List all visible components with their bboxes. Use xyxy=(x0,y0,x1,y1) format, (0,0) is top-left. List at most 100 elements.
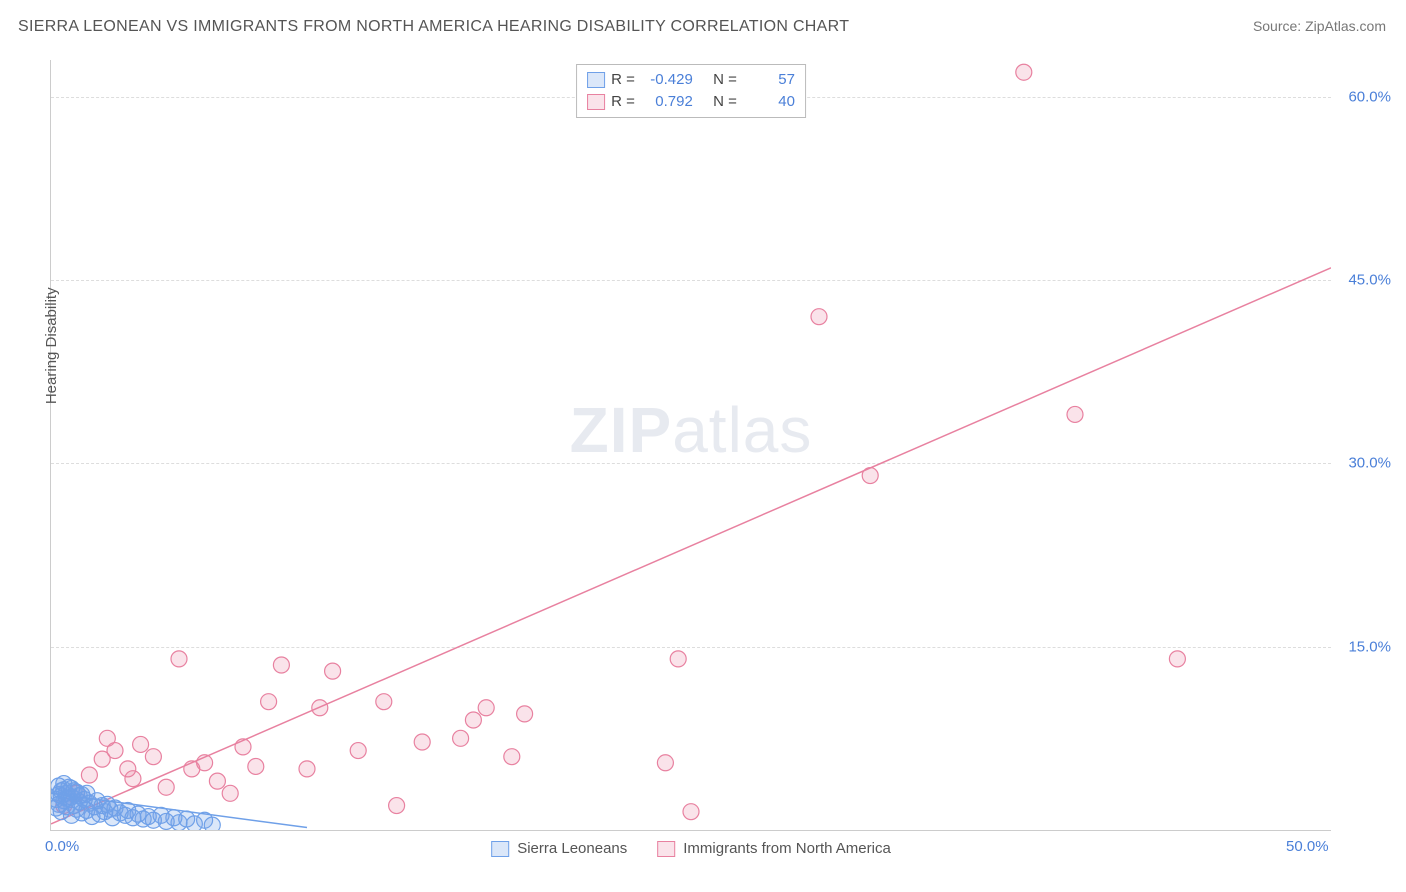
chart-title: SIERRA LEONEAN VS IMMIGRANTS FROM NORTH … xyxy=(18,18,849,36)
data-point xyxy=(133,736,149,752)
data-point xyxy=(184,761,200,777)
watermark-atlas: atlas xyxy=(672,394,812,466)
data-point xyxy=(145,812,161,828)
gridline xyxy=(51,280,1331,281)
data-point xyxy=(69,784,85,800)
data-point xyxy=(414,734,430,750)
n-label-2: N = xyxy=(713,91,737,113)
stats-row-2: R = 0.792 N = 40 xyxy=(587,91,795,113)
gridline xyxy=(51,647,1331,648)
r-value-1: -0.429 xyxy=(641,69,693,91)
data-point xyxy=(120,802,136,818)
n-label-1: N = xyxy=(713,69,737,91)
data-point xyxy=(104,810,120,826)
data-point xyxy=(453,730,469,746)
data-point xyxy=(69,801,85,817)
data-point xyxy=(53,804,69,820)
r-label-2: R = xyxy=(611,91,635,113)
data-point xyxy=(465,712,481,728)
data-point xyxy=(350,743,366,759)
data-point xyxy=(79,785,95,801)
data-point xyxy=(135,811,151,827)
x-tick-label: 0.0% xyxy=(45,838,79,855)
gridline xyxy=(51,463,1331,464)
data-point xyxy=(66,798,82,814)
r-value-2: 0.792 xyxy=(641,91,693,113)
data-point xyxy=(117,807,133,823)
data-point xyxy=(153,807,169,823)
data-point xyxy=(186,816,202,830)
data-point xyxy=(51,796,67,812)
data-point xyxy=(51,800,64,816)
data-point xyxy=(79,802,95,818)
data-point xyxy=(312,700,328,716)
n-value-1: 57 xyxy=(743,69,795,91)
y-axis-label: Hearing Disability xyxy=(43,287,60,404)
data-point xyxy=(158,813,174,829)
chart-svg xyxy=(51,60,1331,830)
y-tick-label: 30.0% xyxy=(1336,455,1391,472)
data-point xyxy=(102,801,118,817)
data-point xyxy=(107,743,123,759)
y-tick-label: 15.0% xyxy=(1336,638,1391,655)
data-point xyxy=(92,806,108,822)
x-tick-label: 50.0% xyxy=(1286,838,1329,855)
data-point xyxy=(125,771,141,787)
data-point xyxy=(51,787,67,803)
watermark: ZIPatlas xyxy=(570,393,813,467)
data-point xyxy=(84,809,100,825)
data-point xyxy=(248,758,264,774)
source-label: Source: ZipAtlas.com xyxy=(1253,18,1386,34)
data-point xyxy=(61,790,77,806)
data-point xyxy=(53,783,69,799)
data-point xyxy=(81,767,97,783)
data-point xyxy=(140,809,156,825)
data-point xyxy=(261,694,277,710)
data-point xyxy=(478,700,494,716)
data-point xyxy=(171,815,187,830)
data-point xyxy=(58,785,74,801)
data-point xyxy=(222,785,238,801)
data-point xyxy=(56,776,72,792)
data-point xyxy=(71,788,87,804)
data-point xyxy=(58,799,74,815)
data-point xyxy=(87,799,103,815)
data-point xyxy=(99,796,115,812)
data-point xyxy=(166,810,182,826)
n-value-2: 40 xyxy=(743,91,795,113)
trend-line xyxy=(51,793,307,827)
data-point xyxy=(209,773,225,789)
data-point xyxy=(517,706,533,722)
data-point xyxy=(657,755,673,771)
legend-item-2: Immigrants from North America xyxy=(657,840,891,857)
data-point xyxy=(97,804,113,820)
data-point xyxy=(811,309,827,325)
y-tick-label: 45.0% xyxy=(1336,272,1391,289)
data-point xyxy=(1016,64,1032,80)
data-point xyxy=(1169,651,1185,667)
trend-line xyxy=(51,268,1331,824)
data-point xyxy=(53,788,69,804)
data-point xyxy=(56,793,72,809)
data-point xyxy=(58,790,74,806)
data-point xyxy=(61,779,77,795)
data-point xyxy=(56,782,72,798)
data-point xyxy=(89,793,105,809)
data-point xyxy=(130,806,146,822)
data-point xyxy=(99,730,115,746)
data-point xyxy=(71,794,87,810)
data-point xyxy=(69,785,85,801)
plot-area: Hearing Disability ZIPatlas 15.0%30.0%45… xyxy=(50,60,1331,831)
bottom-legend: Sierra Leoneans Immigrants from North Am… xyxy=(491,840,891,857)
data-point xyxy=(299,761,315,777)
data-point xyxy=(145,749,161,765)
data-point xyxy=(1067,406,1083,422)
data-point xyxy=(51,778,67,794)
data-point xyxy=(158,779,174,795)
data-point xyxy=(862,468,878,484)
y-tick-label: 60.0% xyxy=(1336,88,1391,105)
data-point xyxy=(94,751,110,767)
data-point xyxy=(171,651,187,667)
data-point xyxy=(325,663,341,679)
data-point xyxy=(197,755,213,771)
